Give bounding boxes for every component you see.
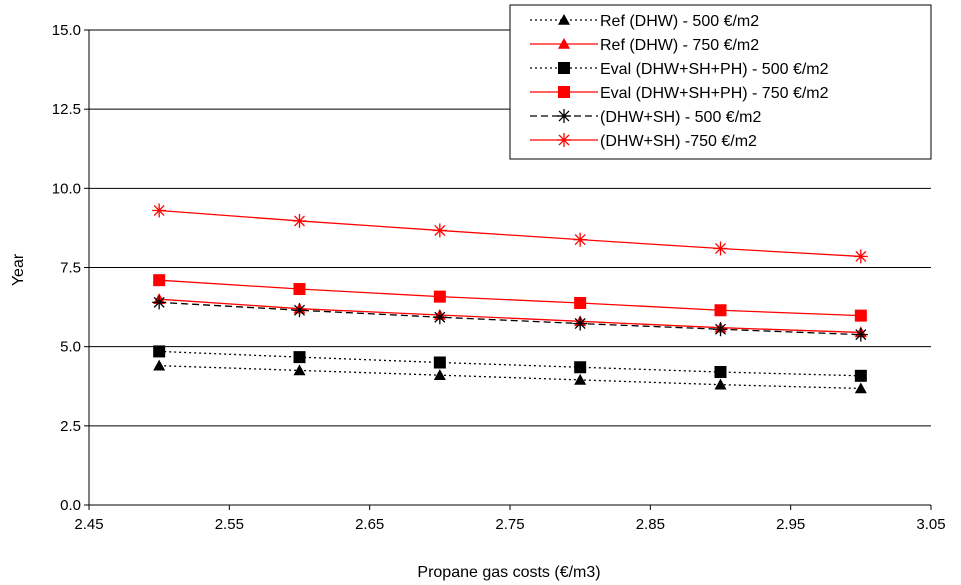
series-line-2 <box>159 298 861 334</box>
x-tick-labels: 2.45 2.55 2.65 2.75 2.85 2.95 3.05 <box>74 516 945 533</box>
legend-marker <box>558 14 570 25</box>
data-point-square <box>854 309 867 322</box>
legend-label: Ref (DHW) - 500 €/m2 <box>600 13 759 30</box>
y-tick-label: 0.0 <box>60 497 81 514</box>
legend-label: Eval (DHW+SH+PH) - 500 €/m2 <box>600 61 829 78</box>
data-point-square <box>433 356 446 369</box>
legend-label: (DHW+SH) -750 €/m2 <box>600 133 757 150</box>
data-point-triangle <box>558 38 570 49</box>
y-tick-labels: 0.0 2.5 5.0 7.5 10.0 12.5 15.0 <box>52 22 81 514</box>
series-markers-3 <box>153 345 867 382</box>
x-tick-label: 2.55 <box>215 516 244 533</box>
legend-marker <box>558 62 570 74</box>
data-point-square <box>574 361 587 374</box>
data-point-asterisk <box>713 322 728 337</box>
data-point-square <box>293 283 306 296</box>
data-point-asterisk <box>713 241 728 256</box>
series-markers-5 <box>152 295 868 342</box>
axes <box>84 29 932 510</box>
data-point-square <box>714 366 727 378</box>
data-point-asterisk <box>557 133 571 147</box>
data-point-asterisk <box>853 249 868 264</box>
legend-label: Ref (DHW) - 750 €/m2 <box>600 37 759 54</box>
data-point-triangle <box>574 373 587 385</box>
data-point-asterisk <box>292 303 307 318</box>
y-tick-label: 12.5 <box>52 101 81 118</box>
data-point-asterisk <box>557 109 571 123</box>
x-tick-label: 2.45 <box>74 516 103 533</box>
data-point-asterisk <box>152 203 167 218</box>
y-tick-label: 15.0 <box>52 22 81 39</box>
x-axis-title: Propane gas costs (€/m3) <box>417 564 600 581</box>
y-tick-label: 10.0 <box>52 180 81 197</box>
legend: Ref (DHW) - 500 €/m2 Ref (DHW) - 750 €/m2… <box>509 4 932 160</box>
data-point-square <box>153 274 166 287</box>
data-point-asterisk <box>432 310 447 325</box>
data-point-asterisk <box>292 213 307 228</box>
legend-item: Ref (DHW) - 500 €/m2 <box>530 13 759 30</box>
data-point-square <box>433 290 446 303</box>
legend-box <box>509 4 932 160</box>
series-markers <box>152 203 868 394</box>
legend-marker <box>557 109 571 123</box>
series-lines <box>159 209 861 390</box>
series-line-3 <box>159 350 861 377</box>
series-markers-4 <box>153 274 867 322</box>
legend-marker <box>557 133 571 147</box>
data-point-square <box>714 304 727 317</box>
data-point-triangle <box>293 364 306 376</box>
x-tick-label: 3.05 <box>916 516 945 533</box>
data-point-asterisk <box>573 232 588 247</box>
data-point-asterisk <box>432 223 447 238</box>
x-tick-label: 2.95 <box>776 516 805 533</box>
legend-marker <box>558 38 570 49</box>
legend-item: (DHW+SH) -750 €/m2 <box>530 133 757 150</box>
data-point-square <box>558 62 570 74</box>
y-tick-label: 5.0 <box>60 339 81 356</box>
data-point-asterisk <box>152 295 167 310</box>
x-tick-label: 2.85 <box>636 516 665 533</box>
series-line-4 <box>159 279 861 317</box>
legend-item: (DHW+SH) - 500 €/m2 <box>530 109 761 126</box>
data-point-square <box>574 296 587 309</box>
series-markers-6 <box>152 203 868 264</box>
series-line-1 <box>159 365 861 390</box>
legend-item: Eval (DHW+SH+PH) - 750 €/m2 <box>530 85 829 102</box>
legend-item: Eval (DHW+SH+PH) - 500 €/m2 <box>530 61 829 78</box>
data-point-square <box>153 345 166 358</box>
y-axis-title: Year <box>10 253 27 286</box>
data-point-triangle <box>153 359 166 371</box>
series-line-6 <box>159 209 861 258</box>
data-point-triangle <box>714 378 727 390</box>
data-point-square <box>854 369 867 382</box>
data-point-square <box>558 86 570 98</box>
legend-label: (DHW+SH) - 500 €/m2 <box>600 109 761 126</box>
data-point-square <box>293 351 306 364</box>
x-tick-label: 2.65 <box>355 516 384 533</box>
data-point-asterisk <box>853 327 868 342</box>
data-point-triangle <box>854 382 867 394</box>
y-tick-label: 2.5 <box>60 418 81 435</box>
data-point-triangle <box>433 369 446 380</box>
legend-label: Eval (DHW+SH+PH) - 750 €/m2 <box>600 85 829 102</box>
data-point-asterisk <box>573 316 588 331</box>
x-tick-label: 2.75 <box>495 516 524 533</box>
data-point-triangle <box>558 14 570 25</box>
y-tick-label: 7.5 <box>60 260 81 277</box>
legend-marker <box>558 86 570 98</box>
legend-item: Ref (DHW) - 750 €/m2 <box>530 37 759 54</box>
series-line-5 <box>159 301 861 336</box>
series-markers-1 <box>153 359 867 394</box>
